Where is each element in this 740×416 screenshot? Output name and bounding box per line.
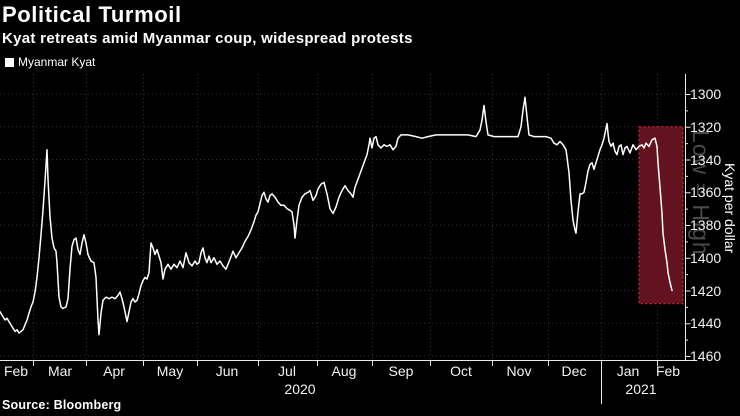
x-tick-label: Oct: [450, 363, 472, 379]
y-tick-label: 1460: [690, 348, 722, 364]
x-tick-label: Sep: [388, 363, 414, 379]
page-subtitle: Kyat retreats amid Myanmar coup, widespr…: [2, 30, 413, 47]
y-tick-label: 1340: [690, 151, 722, 168]
legend-label: Myanmar Kyat: [18, 55, 96, 69]
kyat-line-series: [0, 96, 673, 336]
y-tick-label: 1380: [690, 217, 722, 233]
y-tick-label: 1360: [690, 184, 722, 201]
year-label: 2020: [284, 381, 316, 397]
x-tick-label: Jun: [215, 363, 239, 379]
y-tick-label: 1300: [690, 86, 722, 102]
x-tick-label: Nov: [506, 363, 532, 379]
x-tick-label: Feb: [655, 363, 681, 379]
legend-square-icon: [5, 57, 14, 67]
highlight-region: [638, 126, 684, 305]
x-tick-label: Aug: [331, 363, 357, 379]
y-axis-title: Kyat per dollar: [722, 163, 738, 254]
x-tick-label: Feb: [3, 363, 29, 379]
x-tick-label: Mar: [47, 363, 73, 379]
y-tick-label: 1440: [690, 315, 722, 332]
x-tick-label: Dec: [561, 363, 587, 379]
page-title: Political Turmoil: [2, 2, 182, 27]
source-attribution: Source: Bloomberg: [2, 398, 122, 412]
y-tick-label: 1320: [690, 118, 722, 135]
year-label: 2021: [625, 381, 657, 397]
watermark-text: Low = High: [688, 130, 714, 256]
y-tick-label: 1400: [690, 249, 722, 266]
x-tick-label: May: [156, 363, 184, 379]
legend: Myanmar Kyat: [5, 55, 95, 69]
x-tick-label: Jul: [278, 363, 296, 379]
x-tick-label: Jan: [616, 363, 640, 379]
y-tick-label: 1420: [690, 282, 722, 299]
x-tick-label: Apr: [103, 363, 125, 379]
